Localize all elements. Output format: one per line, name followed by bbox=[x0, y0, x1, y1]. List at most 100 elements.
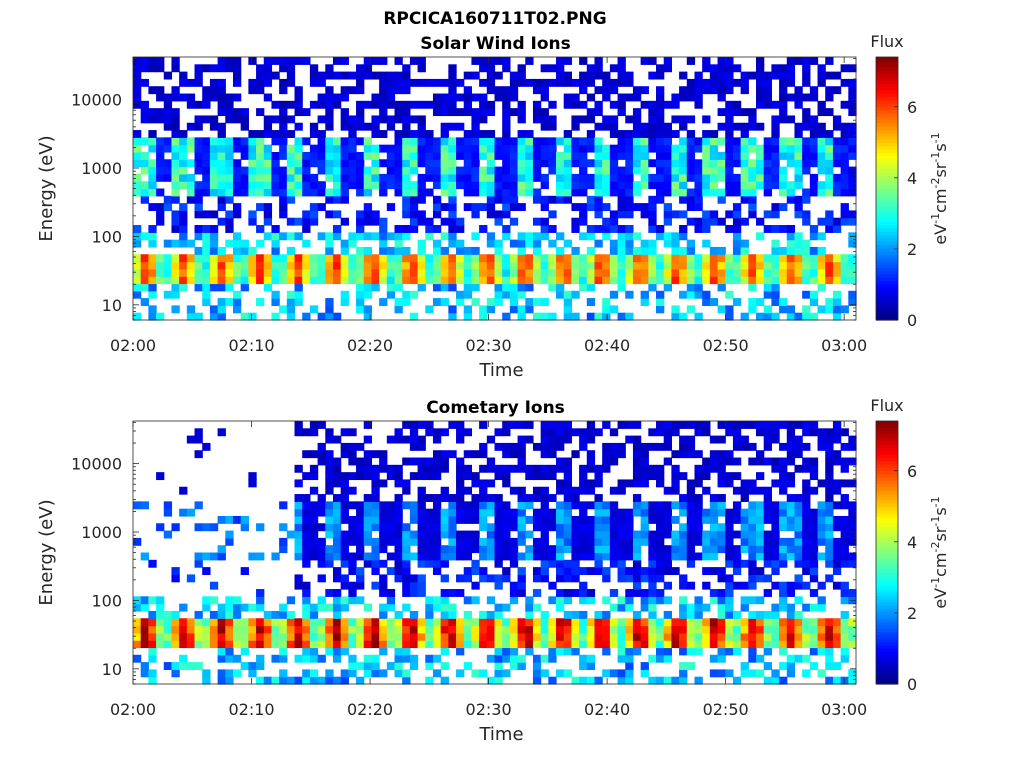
heatmap-cell bbox=[163, 144, 173, 153]
heatmap-cell bbox=[217, 268, 226, 277]
heatmap-cell bbox=[348, 640, 357, 649]
heatmap-cell bbox=[525, 166, 534, 175]
heatmap-cell bbox=[840, 151, 849, 160]
heatmap-cell bbox=[356, 632, 365, 641]
heatmap-cell bbox=[432, 159, 442, 168]
heatmap-cell bbox=[740, 86, 749, 95]
heatmap-cell bbox=[694, 312, 703, 321]
heatmap-cell bbox=[432, 78, 442, 87]
colorbar-segment bbox=[876, 674, 898, 679]
heatmap-cell bbox=[325, 508, 334, 517]
heatmap-cell bbox=[286, 276, 296, 285]
heatmap-cell bbox=[656, 130, 665, 138]
heatmap-cell bbox=[763, 552, 772, 561]
heatmap-cell bbox=[786, 552, 796, 561]
heatmap-cell bbox=[817, 100, 826, 109]
heatmap-cell bbox=[171, 144, 180, 153]
heatmap-cell bbox=[256, 108, 265, 117]
heatmap-cell bbox=[471, 472, 480, 481]
heatmap-cell bbox=[532, 159, 542, 168]
heatmap-cell bbox=[502, 173, 511, 182]
heatmap-cell bbox=[563, 239, 573, 248]
heatmap-cell bbox=[494, 86, 503, 95]
heatmap-cell bbox=[532, 254, 542, 263]
heatmap-cell bbox=[648, 71, 657, 80]
heatmap-cell bbox=[317, 276, 326, 285]
heatmap-cell bbox=[694, 100, 703, 109]
heatmap-cell bbox=[425, 603, 434, 612]
heatmap-cell bbox=[302, 610, 311, 619]
heatmap-cell bbox=[140, 632, 149, 641]
heatmap-cell bbox=[386, 567, 396, 576]
heatmap-cell bbox=[232, 669, 242, 678]
heatmap-cell bbox=[509, 195, 519, 204]
heatmap-cell bbox=[579, 625, 588, 634]
heatmap-cell bbox=[194, 137, 203, 146]
heatmap-cell bbox=[640, 618, 649, 627]
heatmap-cell bbox=[440, 261, 449, 270]
heatmap-cell bbox=[594, 254, 603, 263]
heatmap-cell bbox=[632, 479, 642, 488]
heatmap-cell bbox=[556, 290, 565, 299]
heatmap-cell bbox=[163, 93, 173, 102]
heatmap-cell bbox=[332, 261, 342, 270]
heatmap-cell bbox=[363, 210, 373, 219]
heatmap-cell bbox=[486, 181, 496, 190]
heatmap-cell bbox=[133, 640, 142, 649]
heatmap-cell bbox=[779, 268, 788, 277]
heatmap-cell bbox=[640, 501, 649, 510]
heatmap-cell bbox=[379, 669, 388, 678]
colorbar-segment bbox=[876, 201, 898, 206]
heatmap-cell bbox=[517, 108, 526, 117]
heatmap-cell bbox=[571, 312, 580, 321]
heatmap-cell bbox=[625, 312, 634, 321]
heatmap-cell bbox=[279, 501, 288, 510]
heatmap-cell bbox=[556, 530, 565, 539]
heatmap-cell bbox=[525, 545, 534, 554]
heatmap-cell bbox=[602, 457, 611, 466]
heatmap-cell bbox=[317, 312, 326, 321]
heatmap-cell bbox=[602, 530, 611, 539]
heatmap-cell bbox=[332, 530, 342, 539]
heatmap-cell bbox=[663, 137, 672, 146]
heatmap-cell bbox=[632, 472, 642, 481]
heatmap-cell bbox=[732, 567, 742, 576]
heatmap-cell bbox=[486, 596, 496, 605]
heatmap-cell bbox=[502, 574, 511, 583]
heatmap-cell bbox=[432, 494, 442, 502]
heatmap-cell bbox=[794, 144, 803, 153]
heatmap-cell bbox=[171, 86, 180, 95]
heatmap-cell bbox=[525, 596, 534, 605]
heatmap-cell bbox=[402, 479, 411, 488]
heatmap-cell bbox=[709, 268, 719, 277]
heatmap-cell bbox=[717, 537, 726, 546]
heatmap-cell bbox=[602, 298, 611, 306]
heatmap-cell bbox=[709, 173, 719, 182]
heatmap-cell bbox=[494, 166, 503, 175]
heatmap-cell bbox=[825, 71, 834, 80]
heatmap-cell bbox=[732, 632, 742, 641]
heatmap-cell bbox=[263, 159, 273, 168]
heatmap-cell bbox=[317, 545, 326, 554]
heatmap-cell bbox=[440, 486, 449, 495]
heatmap-cell bbox=[179, 151, 188, 160]
heatmap-cell bbox=[225, 610, 234, 619]
heatmap-cell bbox=[594, 100, 603, 109]
heatmap-cell bbox=[417, 508, 426, 517]
heatmap-cell bbox=[340, 603, 349, 612]
heatmap-cell bbox=[186, 508, 196, 517]
heatmap-cell bbox=[340, 508, 349, 517]
heatmap-cell bbox=[556, 559, 565, 568]
heatmap-cell bbox=[202, 618, 211, 627]
heatmap-cell bbox=[579, 508, 588, 517]
heatmap-cell bbox=[548, 276, 557, 285]
heatmap-cell bbox=[717, 589, 726, 597]
heatmap-cell bbox=[379, 640, 388, 649]
heatmap-cell bbox=[625, 618, 634, 627]
heatmap-cell bbox=[786, 537, 796, 546]
heatmap-cell bbox=[517, 130, 526, 138]
heatmap-cell bbox=[817, 640, 826, 649]
heatmap-cell bbox=[409, 100, 419, 109]
heatmap-cell bbox=[486, 654, 496, 663]
heatmap-cell bbox=[617, 239, 626, 248]
